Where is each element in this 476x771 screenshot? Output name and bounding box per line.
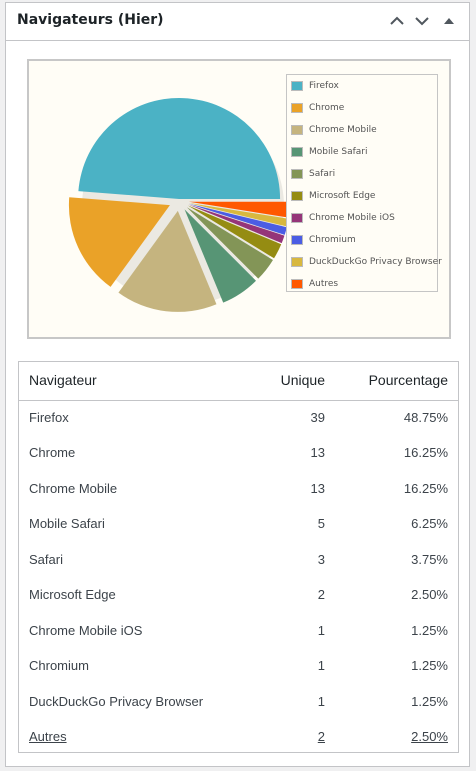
table-row: Chrome Mobile iOS 1 1.25% (19, 614, 458, 649)
legend-item: Chromium (291, 233, 356, 247)
others-unique-link[interactable]: 2 (317, 729, 325, 744)
legend-label: Microsoft Edge (309, 191, 376, 201)
pie-slice-chrome (68, 197, 170, 287)
pie-chart-svg (68, 98, 290, 312)
legend-label: Autres (309, 279, 339, 289)
legend-item: Autres (291, 277, 338, 291)
row-browser: Chrome Mobile iOS (29, 623, 143, 638)
move-down-button[interactable] (411, 10, 433, 32)
chart-legend: Firefox Chrome Chrome Mobile Mobile Safari S… (286, 74, 442, 292)
row-percent: 16.25% (403, 445, 448, 460)
header-unique: Unique (280, 372, 325, 388)
pie-slice-safari (186, 207, 273, 279)
row-browser: Chrome Mobile (29, 481, 118, 496)
table-row: Mobile Safari 5 6.25% (19, 507, 458, 542)
table-header: Navigateur Unique Pourcentage (19, 362, 458, 401)
pie-slice-firefox (78, 98, 281, 200)
row-unique: 1 (317, 623, 325, 638)
pie-slice-duckduckgo-privacy-browser (188, 202, 289, 227)
legend-label: Safari (309, 169, 336, 179)
table-row-others: Autres 2 2.50% (19, 720, 458, 755)
row-browser: DuckDuckGo Privacy Browser (29, 694, 204, 709)
row-percent: 1.25% (411, 694, 448, 709)
legend-swatch (291, 235, 303, 245)
legend-swatch (291, 169, 303, 179)
row-browser: Microsoft Edge (29, 587, 116, 602)
legend-item: Safari (291, 167, 335, 181)
widget-header: Navigateurs (Hier) (6, 3, 469, 41)
table-row: DuckDuckGo Privacy Browser 1 1.25% (19, 685, 458, 720)
row-percent: 2.50% (411, 587, 448, 602)
row-unique: 1 (317, 694, 325, 709)
legend-label: Chrome Mobile iOS (309, 213, 395, 223)
pie-slice-microsoft-edge (187, 205, 282, 259)
move-up-button[interactable] (386, 10, 408, 32)
row-browser: Chrome (29, 445, 76, 460)
table-row: Firefox 39 48.75% (19, 401, 458, 436)
row-browser: Chromium (29, 658, 89, 673)
legend-swatch (291, 279, 303, 289)
widget-title: Navigateurs (Hier) (17, 12, 164, 28)
row-percent: 3.75% (411, 552, 448, 567)
legend-swatch (291, 147, 303, 157)
row-unique: 13 (310, 445, 325, 460)
table-row: Microsoft Edge 2 2.50% (19, 578, 458, 613)
chevron-up-icon (390, 16, 404, 25)
legend-swatch (291, 257, 303, 267)
row-percent: 48.75% (403, 410, 448, 425)
chevron-down-icon (415, 17, 429, 26)
legend-label: Chromium (309, 235, 356, 245)
browsers-widget: Navigateurs (Hier) Firefox Chrome Chrome M… (5, 2, 470, 767)
legend-item: Mobile Safari (291, 145, 368, 159)
row-unique: 39 (310, 410, 325, 425)
caret-up-icon (444, 18, 454, 24)
legend-label: Chrome (309, 103, 345, 113)
row-percent: 1.25% (411, 658, 448, 673)
legend-item: DuckDuckGo Privacy Browser (291, 255, 442, 269)
row-unique: 2 (317, 587, 325, 602)
legend-label: DuckDuckGo Privacy Browser (309, 257, 442, 267)
header-pourcentage: Pourcentage (368, 372, 448, 388)
legend-swatch (291, 213, 303, 223)
row-unique: 13 (310, 481, 325, 496)
browser-table: Navigateur Unique Pourcentage Firefox 39… (18, 361, 459, 753)
row-percent: 6.25% (411, 516, 448, 531)
table-row: Chrome Mobile 13 16.25% (19, 472, 458, 507)
legend-swatch (291, 81, 303, 91)
legend-item: Chrome Mobile iOS (291, 211, 395, 225)
header-navigateur: Navigateur (29, 372, 97, 388)
browser-pie-chart: Firefox Chrome Chrome Mobile Mobile Safari S… (27, 59, 451, 339)
toggle-panel-button[interactable] (438, 10, 460, 32)
pie-slice-chrome-mobile (118, 210, 217, 312)
legend-label: Chrome Mobile (309, 125, 377, 135)
table-row: Safari 3 3.75% (19, 543, 458, 578)
legend-label: Mobile Safari (309, 147, 368, 157)
legend-swatch (291, 191, 303, 201)
pie-slice-chromium (188, 203, 287, 235)
row-unique: 1 (317, 658, 325, 673)
row-browser: Mobile Safari (29, 516, 105, 531)
pie-slice-chrome-mobile-ios (188, 204, 285, 244)
row-percent: 16.25% (403, 481, 448, 496)
legend-item: Chrome (291, 101, 344, 115)
row-unique: 5 (317, 516, 325, 531)
others-percent-link[interactable]: 2.50% (411, 729, 448, 744)
legend-item: Firefox (291, 79, 339, 93)
legend-swatch (291, 125, 303, 135)
table-row: Chromium 1 1.25% (19, 649, 458, 684)
row-browser: Safari (29, 552, 63, 567)
legend-swatch (291, 103, 303, 113)
row-browser: Firefox (29, 410, 69, 425)
legend-item: Chrome Mobile (291, 123, 377, 137)
others-link[interactable]: Autres (29, 729, 67, 744)
row-percent: 1.25% (411, 623, 448, 638)
pie-slice-autres (188, 201, 290, 218)
legend-label: Firefox (309, 81, 339, 91)
legend-item: Microsoft Edge (291, 189, 375, 203)
row-unique: 3 (317, 552, 325, 567)
pie-slice-mobile-safari (184, 209, 256, 303)
table-row: Chrome 13 16.25% (19, 436, 458, 471)
